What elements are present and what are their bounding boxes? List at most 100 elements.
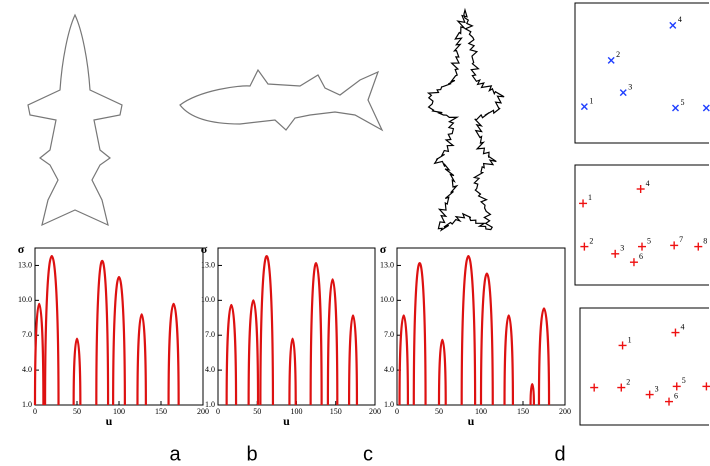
panel-label: b (246, 443, 257, 465)
y-axis-label: σ (380, 242, 387, 256)
x-tick-label: 150 (330, 407, 342, 416)
point-label: 2 (626, 377, 630, 386)
y-tick-label: 7.0 (384, 330, 394, 339)
scale-space-arch (167, 303, 180, 406)
marker-stroke (702, 104, 710, 112)
y-tick-label: 1.0 (384, 400, 394, 409)
x-tick-label: 200 (559, 407, 571, 416)
scale-space-arch (412, 262, 427, 406)
x-tick-label: 100 (475, 407, 487, 416)
x-tick-label: 50 (73, 407, 81, 416)
y-tick-label: 7.0 (22, 330, 32, 339)
point-label: 1 (588, 193, 592, 202)
scale-space-arch (326, 278, 339, 406)
y-tick-label: 4.0 (384, 365, 394, 374)
x-tick-label: 0 (216, 407, 220, 416)
scale-space-arch (537, 307, 551, 406)
fish-outline-noisy (426, 7, 505, 232)
point-label: 7 (679, 235, 683, 244)
point-marker (672, 104, 679, 112)
marker-stroke (672, 104, 679, 112)
plot-frame (574, 2, 709, 144)
point-marker (607, 56, 615, 64)
point-marker (638, 242, 646, 251)
y-tick-label: 1.0 (22, 400, 32, 409)
y-tick-label: 1.0 (205, 400, 215, 409)
y-axis-label: σ (18, 242, 25, 256)
marker-stroke (607, 56, 615, 64)
point-marker (670, 241, 679, 250)
y-tick-label: 7.0 (205, 330, 215, 339)
x-tick-label: 100 (291, 407, 303, 416)
x-tick-label: 150 (155, 407, 167, 416)
y-tick-label: 10.0 (380, 295, 394, 304)
point-label: 1 (589, 96, 593, 105)
point-label: 5 (682, 376, 686, 385)
x-tick-label: 100 (113, 407, 125, 416)
point-label: 8 (703, 236, 707, 245)
scale-space-arch (309, 262, 323, 406)
y-tick-label: 10.0 (201, 295, 215, 304)
point-marker (702, 382, 710, 391)
point-label: 3 (655, 384, 659, 393)
scale-space-arch (529, 382, 536, 406)
y-axis-label: σ (201, 242, 208, 256)
point-label: 2 (589, 236, 593, 245)
scale-space-arch (72, 337, 82, 406)
scale-space-arch (43, 255, 60, 406)
point-label: 4 (646, 179, 650, 188)
x-tick-label: 0 (33, 407, 37, 416)
x-tick-label: 50 (253, 407, 261, 416)
point-marker (665, 397, 674, 406)
point-marker (636, 185, 645, 193)
scale-space-arch (288, 337, 297, 406)
panel-label: c (363, 443, 373, 465)
point-marker (671, 328, 680, 337)
scale-space-arch (503, 314, 515, 406)
point-label: 3 (620, 244, 624, 253)
point-label: 4 (678, 15, 682, 24)
point-label: 6 (639, 252, 643, 261)
point-marker (629, 258, 638, 267)
scale-space-arch (259, 255, 275, 406)
x-tick-label: 200 (369, 407, 381, 416)
panel-label: a (169, 443, 181, 465)
scale-space-arch (437, 338, 447, 406)
x-tick-label: 50 (435, 407, 443, 416)
marker-stroke (669, 21, 677, 29)
point-marker (579, 199, 588, 208)
scale-space-arch (460, 255, 477, 406)
fish-outline (27, 13, 123, 227)
point-label: 2 (616, 50, 620, 59)
point-marker (617, 383, 626, 392)
point-label: 5 (681, 98, 685, 107)
y-tick-label: 10.0 (18, 295, 32, 304)
point-marker (669, 21, 677, 29)
point-label: 1 (628, 335, 632, 344)
scale-space-arch (225, 304, 238, 406)
point-label: 4 (680, 322, 684, 331)
scale-space-arch (347, 314, 359, 406)
point-label: 5 (647, 236, 651, 245)
marker-stroke (619, 89, 627, 97)
x-axis-label: u (468, 414, 475, 428)
x-axis-label: u (283, 414, 290, 428)
y-tick-label: 4.0 (205, 365, 215, 374)
plot-frame (579, 307, 709, 426)
plot-frame (574, 164, 709, 286)
x-tick-label: 200 (197, 407, 209, 416)
point-marker (611, 249, 620, 258)
x-tick-label: 0 (395, 407, 399, 416)
panel-label: d (554, 443, 565, 465)
point-marker (580, 103, 588, 111)
point-marker (619, 89, 627, 97)
scale-space-arch (33, 303, 45, 406)
point-marker (672, 382, 681, 391)
y-tick-label: 13.0 (18, 260, 32, 269)
marker-stroke (580, 103, 588, 111)
y-tick-label: 4.0 (22, 365, 32, 374)
y-tick-label: 13.0 (201, 260, 215, 269)
point-label: 3 (628, 82, 632, 91)
scale-space-arch (247, 299, 260, 406)
